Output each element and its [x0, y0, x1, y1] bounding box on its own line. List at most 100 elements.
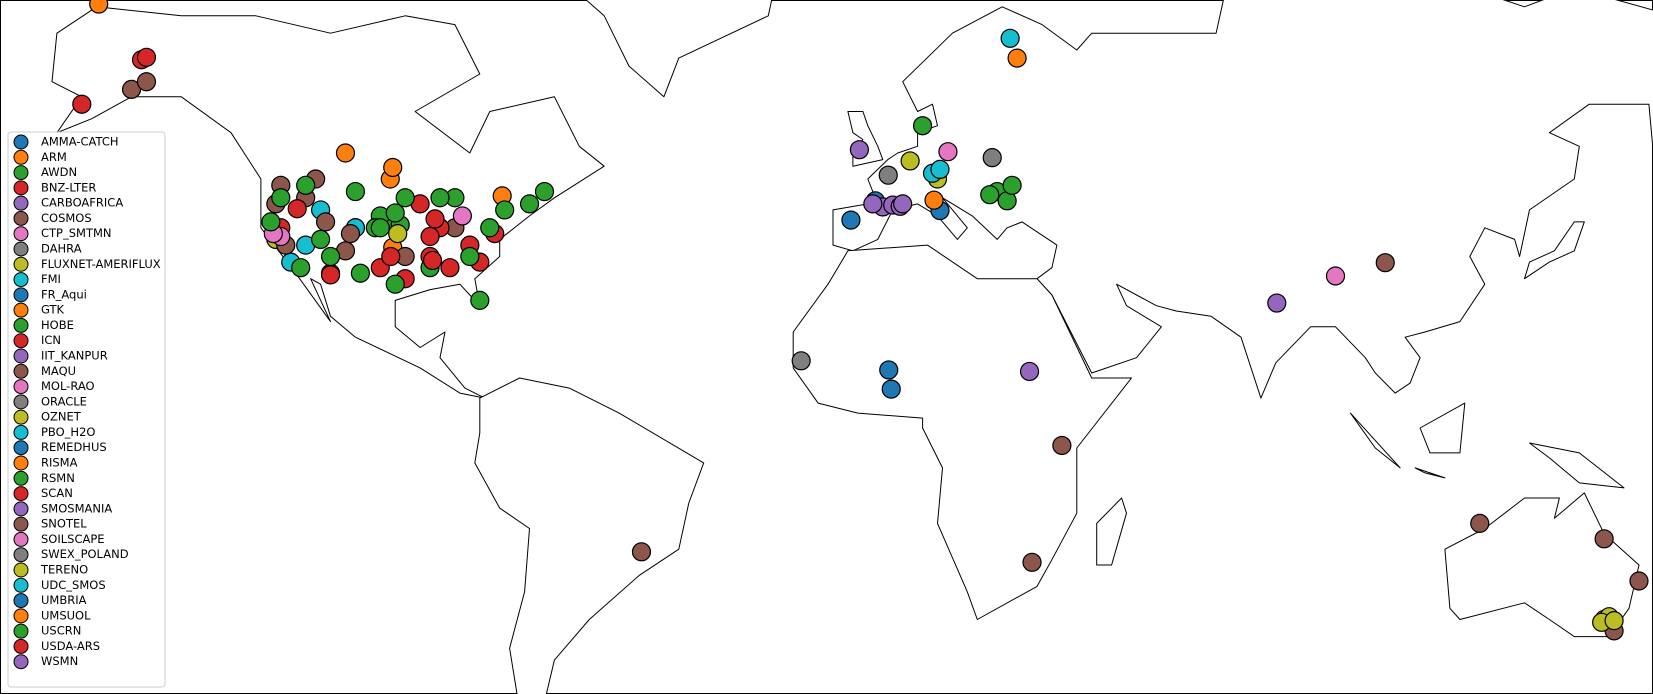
station [320, 265, 341, 285]
legend-label: COSMOS [41, 211, 92, 225]
legend-label: SMOSMANIA [41, 501, 112, 515]
station [72, 94, 92, 114]
station [1000, 28, 1020, 48]
legend-marker [13, 195, 29, 211]
station [395, 188, 415, 208]
legend-label: UDC_SMOS [41, 578, 106, 592]
station [340, 224, 361, 244]
station [480, 218, 500, 238]
station [1002, 175, 1022, 195]
station [1325, 266, 1346, 286]
station [136, 47, 157, 67]
legend-label: OZNET [41, 410, 82, 424]
legend-marker [13, 363, 29, 379]
stations [72, 0, 1649, 641]
station [381, 246, 401, 267]
station [1629, 571, 1649, 591]
station [924, 190, 944, 210]
legend-marker [13, 317, 29, 333]
legend-marker [13, 501, 29, 517]
legend-marker [13, 440, 29, 456]
station [460, 246, 480, 267]
station [121, 79, 142, 99]
legend-marker [13, 593, 29, 609]
legend-label: GTK [41, 303, 65, 317]
station [383, 157, 403, 178]
legend-box [7, 131, 166, 688]
station [1007, 48, 1027, 68]
legend-label: WSMN [41, 654, 78, 668]
legend-label: HOBE [41, 318, 74, 332]
station [261, 212, 281, 232]
legend-marker [13, 486, 29, 502]
legend-marker [13, 470, 29, 486]
station [1267, 293, 1287, 313]
legend-label: CTP_SMTMN [41, 226, 112, 240]
landmass [1414, 467, 1446, 479]
station [1604, 611, 1624, 631]
legend-marker [13, 256, 29, 272]
station [495, 200, 515, 220]
legend-label: PBO_H2O [41, 425, 95, 439]
legend-label: CARBOAFRICA [41, 196, 123, 210]
legend-label: USCRN [41, 624, 81, 638]
station [1470, 513, 1490, 533]
station [350, 263, 370, 283]
station [296, 175, 316, 195]
legend-label: SOILSCAPE [41, 532, 105, 546]
legend-marker [13, 394, 29, 410]
landmass [1529, 442, 1625, 489]
station [631, 542, 652, 562]
legend-marker [13, 287, 29, 303]
legend-label: USDA-ARS [41, 639, 100, 653]
station [982, 148, 1002, 168]
landmass [1524, 221, 1585, 280]
station [425, 209, 445, 229]
legend-marker [13, 272, 29, 288]
legend-marker [13, 333, 29, 349]
station [849, 140, 869, 160]
landmass [1419, 402, 1466, 454]
station [440, 258, 460, 278]
station [430, 188, 450, 208]
station [470, 290, 490, 310]
legend-label: ARM [41, 150, 67, 164]
station [1022, 552, 1042, 572]
landmass [832, 0, 1653, 399]
legend-marker [13, 180, 29, 196]
station [791, 351, 811, 371]
legend-marker [13, 623, 29, 639]
station [519, 194, 540, 214]
legend-label: BNZ-LTER [41, 180, 96, 194]
station [1594, 529, 1614, 549]
landmass [1096, 497, 1127, 566]
station [420, 226, 440, 247]
legend-marker [13, 577, 29, 593]
station [370, 218, 390, 238]
station [452, 206, 472, 226]
legend-label: ICN [41, 333, 61, 347]
station [345, 181, 366, 202]
legend-label: FR_Aqui [41, 287, 87, 301]
legend-label: SCAN [41, 486, 73, 500]
legend-label: AWDN [41, 165, 77, 179]
legend-marker [13, 241, 29, 257]
station [335, 143, 356, 163]
station [1052, 435, 1072, 456]
legend-marker [13, 134, 29, 150]
legend-label: TERENO [40, 563, 88, 577]
legend-label: RSMN [41, 471, 75, 485]
legend-label: RISMA [41, 456, 78, 470]
station [315, 212, 336, 232]
legend-label: IIT_KANPUR [41, 349, 108, 363]
landmass [585, 0, 773, 98]
station [89, 0, 109, 14]
station [291, 258, 311, 278]
legend-marker [13, 654, 29, 670]
legend-marker [13, 562, 29, 578]
landmass [792, 244, 1132, 620]
legend-marker [13, 531, 29, 547]
legend-label: FLUXNET-AMERIFLUX [41, 257, 161, 271]
landmass [1349, 412, 1401, 469]
